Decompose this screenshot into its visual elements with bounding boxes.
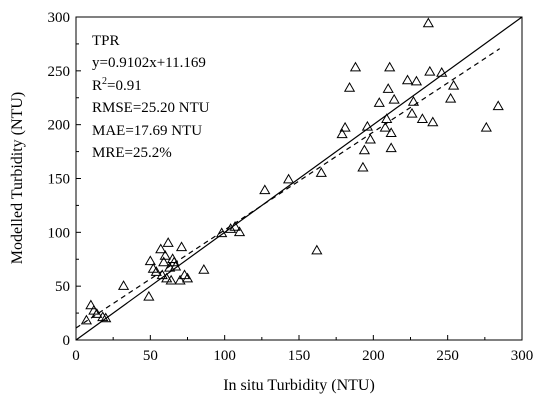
x-tick-label-0: 0 [72,348,80,364]
data-point-52 [406,107,418,118]
data-point-21 [169,260,182,271]
data-point-11 [155,243,167,254]
annotation-method: TPR [92,33,120,49]
data-point-57 [424,65,436,76]
annotation-rmse: RMSE=25.20 NTU [92,100,210,116]
data-point-12 [156,269,168,280]
annotation-mae: MAE=17.69 NTU [92,123,202,139]
data-point-62 [480,121,492,132]
data-point-35 [336,128,348,139]
data-point-30 [233,226,246,237]
stats-annotation: TPR y=0.9102x+11.169 R2=0.91 RMSE=25.20 … [92,33,210,161]
y-tick-labels: 0 50 100 150 200 250 300 [48,10,71,349]
data-point-42 [364,133,376,144]
data-point-46 [382,83,394,93]
x-tick-label-300: 300 [511,348,534,364]
data-point-43 [373,97,385,107]
data-point-10 [150,266,162,276]
data-point-61 [447,79,460,90]
data-point-59 [436,66,448,77]
x-tick-label-150: 150 [288,348,311,364]
data-point-45 [381,113,393,124]
data-point-54 [410,75,423,86]
axis-ticks [75,16,523,341]
x-tick-labels: 0 50 100 150 200 250 300 [72,348,533,364]
x-axis-title: In situ Turbidity (NTU) [223,377,375,394]
y-tick-label-150: 150 [48,172,71,188]
y-tick-label-50: 50 [55,279,70,295]
data-point-5 [100,312,112,323]
data-point-56 [422,17,434,28]
data-point-16 [162,237,174,247]
y-axis-title: Modelled Turbidity (NTU) [9,92,26,264]
data-points [80,17,504,325]
data-point-29 [229,220,241,231]
data-point-27 [216,227,228,238]
regression-line [75,48,501,329]
data-point-33 [311,244,323,255]
data-point-39 [357,161,369,172]
data-point-28 [224,223,237,233]
data-point-38 [349,61,362,72]
data-point-26 [198,264,210,274]
data-point-20 [168,256,180,267]
data-point-37 [343,82,356,92]
data-point-22 [174,274,186,285]
data-point-58 [427,116,439,127]
x-tick-label-50: 50 [143,348,158,364]
data-point-47 [384,61,396,72]
annotation-r2-value: =0.91 [107,78,142,94]
data-point-41 [361,120,374,131]
x-tick-label-250: 250 [436,348,459,364]
data-point-44 [379,121,391,132]
y-tick-label-200: 200 [48,118,71,134]
one-to-one-line [75,16,523,341]
data-point-40 [358,144,371,155]
annotation-equation: y=0.9102x+11.169 [92,55,206,71]
data-point-60 [445,92,457,103]
data-point-6 [117,280,130,290]
data-point-51 [401,74,414,85]
data-point-32 [282,173,295,184]
data-point-23 [175,241,188,252]
data-point-53 [407,96,420,106]
data-point-3 [91,308,103,318]
data-point-18 [165,274,177,285]
x-tick-label-200: 200 [362,348,385,364]
data-point-15 [161,272,173,283]
data-point-36 [339,121,351,132]
annotation-mre: MRE=25.2% [92,145,172,161]
data-point-55 [416,113,429,124]
data-point-31 [259,184,271,195]
data-point-1 [85,299,97,310]
data-point-0 [80,314,93,325]
y-tick-label-100: 100 [48,225,71,241]
y-tick-label-250: 250 [48,64,71,80]
annotation-r2: R2=0.91 [92,76,142,94]
y-tick-label-300: 300 [48,10,71,26]
data-point-4 [97,311,109,322]
data-point-63 [492,100,504,111]
annotation-r2-superscript: 2 [102,76,107,87]
data-point-13 [158,256,170,267]
y-tick-label-0: 0 [63,333,71,349]
annotation-r2-prefix: R [92,78,102,94]
data-point-49 [385,127,397,138]
data-point-50 [388,93,400,104]
fit-lines [75,16,523,341]
data-point-8 [144,255,156,266]
data-point-48 [385,142,397,153]
data-point-25 [181,272,194,283]
data-point-34 [315,167,327,177]
x-tick-label-100: 100 [213,348,236,364]
data-point-14 [159,250,171,260]
data-point-7 [143,290,155,301]
